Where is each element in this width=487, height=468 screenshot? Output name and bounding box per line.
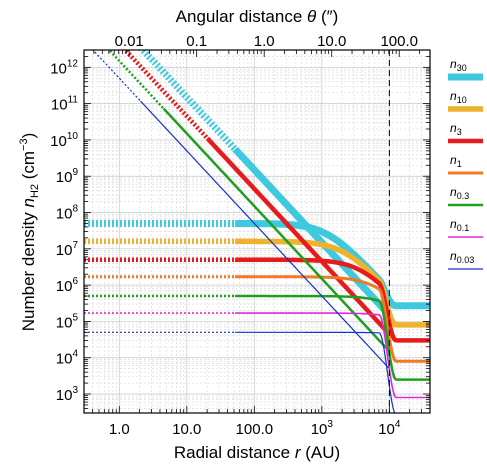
- top-tick-label: 0.1: [186, 33, 207, 50]
- left-tick-label: 104: [56, 349, 79, 368]
- series-powerlaw-line: [232, 146, 392, 317]
- legend: n30 n10 n3 n1 n0.3 n0.1 n0.03: [448, 57, 483, 270]
- top-tick-label: 0.01: [115, 33, 144, 50]
- bottom-tick-label: 1.0: [109, 421, 130, 438]
- left-tick-label: 105: [56, 312, 79, 331]
- bottom-tick-labels: 1.0 10.0 100.0 103 104: [109, 419, 401, 438]
- left-tick-label: 108: [56, 204, 79, 223]
- series-profile-line: [235, 312, 430, 399]
- x-axis-title: Radial distance r (AU): [174, 443, 340, 462]
- top-tick-label: 1.0: [254, 33, 275, 50]
- grid-lines: [83, 49, 431, 414]
- bottom-tick-label: 104: [378, 419, 401, 438]
- top-tick-label: 10.0: [317, 33, 346, 50]
- series-powerlaw-line: [162, 107, 390, 352]
- top-tick-label: 100.0: [380, 33, 418, 50]
- left-tick-label: 103: [56, 385, 79, 404]
- legend-label: n30: [450, 57, 467, 73]
- series-profile-line: [235, 294, 430, 381]
- legend-label: n10: [450, 89, 467, 105]
- series-powerlaw-dotted: [138, 50, 238, 152]
- left-tick-label: 1011: [51, 95, 79, 114]
- series-profile-line: [235, 238, 430, 328]
- series-layer: [84, 50, 430, 413]
- top-axis-title: Angular distance θ (″): [176, 7, 339, 26]
- series-powerlaw-line: [140, 100, 389, 369]
- left-tick-label: 109: [56, 167, 79, 186]
- legend-label: n0.03: [450, 249, 474, 265]
- legend-label: n1: [450, 153, 462, 169]
- left-tick-label: 1012: [50, 58, 78, 77]
- series-profile-line: [235, 220, 430, 310]
- series-profile-line: [235, 275, 430, 363]
- left-tick-label: 107: [56, 240, 79, 259]
- top-tick-labels: 0.01 0.1 1.0 10.0 100.0: [115, 33, 418, 50]
- series-profile-line: [235, 331, 396, 413]
- series-powerlaw-line: [205, 136, 391, 335]
- bottom-tick-label: 10.0: [172, 421, 201, 438]
- bottom-tick-label: 100.0: [236, 421, 274, 438]
- y-axis-title: Number density nH2 (cm−3): [18, 133, 41, 332]
- legend-label: n0.3: [450, 185, 469, 201]
- legend-label: n3: [450, 121, 462, 137]
- left-tick-labels: 103 104 105 106 107 108 109 1010 1011 1012: [50, 58, 78, 404]
- left-tick-label: 1010: [50, 131, 78, 150]
- bottom-tick-label: 103: [311, 419, 334, 438]
- series-powerlaw-dotted: [122, 50, 210, 140]
- legend-label: n0.1: [450, 217, 469, 233]
- series-profile-line: [234, 257, 430, 343]
- tick-marks: [83, 49, 431, 414]
- left-tick-label: 106: [56, 276, 79, 295]
